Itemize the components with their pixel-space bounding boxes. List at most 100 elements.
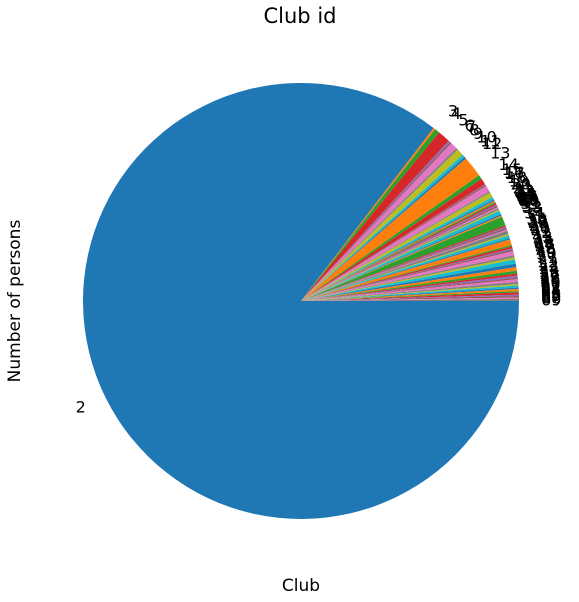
pie-slice-label-35: 35 [526,209,546,228]
pie-slice-28 [301,207,499,301]
pie-slice-label-8: 8 [469,120,479,139]
pie-slice-33 [301,215,503,301]
pie-slice-30 [301,209,500,301]
pie-slice-label-47: 47 [534,236,554,255]
x-axis-label: Club [282,576,320,596]
pie-slice-label-26: 26 [517,186,537,205]
pie-slice-label-7: 7 [466,117,476,136]
pie-slice-56 [301,275,518,301]
pie-slice-label-52: 52 [538,252,558,271]
pie-slice-label-45: 45 [534,232,554,251]
pie-slice-label-41: 41 [530,221,550,240]
pie-slice-label-57: 57 [540,267,560,286]
pie-slice-43 [301,239,512,301]
pie-slice-68 [301,297,519,301]
pie-slice-32 [301,214,502,301]
pie-slice-label-60: 60 [540,274,560,293]
pie-slice-label-20: 20 [511,175,531,194]
pie-slice-label-42: 42 [531,223,551,242]
pie-slice-label-11: 11 [480,132,500,151]
pie-slice-47 [301,249,514,301]
pie-slice-label-2: 2 [76,398,86,417]
pie-slice-label-10: 10 [476,128,496,147]
pie-slice-54 [301,270,518,301]
pie-slice-label-3: 3 [448,102,458,121]
pie-slice-label-53: 53 [538,256,558,275]
pie-slice-label-18: 18 [507,168,527,187]
pie-slice-label-61: 61 [540,276,560,295]
pie-slice-59 [301,281,519,301]
pie-slice-label-15: 15 [502,160,522,179]
pie-slice-label-22: 22 [514,180,534,199]
pie-slice-14 [301,175,482,301]
pie-slice-25 [301,203,497,301]
pie-slice-2 [82,82,520,519]
pie-slice-17 [301,184,487,301]
pie-slice-label-16: 16 [504,163,524,182]
pie-slice-label-54: 54 [539,260,559,279]
pie-slice-38 [301,229,508,301]
pie-slice-3 [301,127,436,301]
pie-slice-31 [301,210,501,301]
pie-slice-labels: 2345678910111213141516171819202122232425… [76,102,562,417]
pie-slice-label-29: 29 [519,190,539,209]
pie-slice-label-56: 56 [539,265,559,284]
pie-slice-label-6: 6 [465,116,475,135]
pie-slice-4 [301,129,440,301]
pie-slice-29 [301,208,499,301]
pie-slice-label-66: 66 [541,285,561,304]
pie-slice-label-55: 55 [539,262,559,281]
pie-slice-label-21: 21 [513,178,533,197]
pie-slice-label-32: 32 [521,197,541,216]
pie-slice-51 [301,259,516,301]
pie-slice-15 [301,178,486,301]
pie-slice-20 [301,192,493,301]
pie-slice-label-36: 36 [527,210,547,229]
pie-slice-67 [301,296,519,301]
pie-slice-6 [301,140,451,301]
pie-slice-27 [301,205,498,301]
pie-slice-label-14: 14 [498,155,518,174]
pie-slice-50 [301,257,515,301]
pie-slice-label-23: 23 [514,182,534,201]
pie-slice-label-34: 34 [524,203,544,222]
pie-slice-label-49: 49 [536,242,556,261]
pie-slice-41 [301,235,510,301]
pie-slice-label-62: 62 [541,277,561,296]
pie-slice-23 [301,200,496,301]
pie-slice-46 [301,248,513,301]
pie-slice-label-37: 37 [527,212,547,231]
pie-slice-37 [301,228,507,301]
pie-slice-label-31: 31 [520,194,540,213]
pie-slice-44 [301,244,513,301]
pie-slice-label-64: 64 [541,281,561,300]
pie-slice-53 [301,267,517,301]
pie-slice-39 [301,230,509,301]
pie-slice-label-63: 63 [541,279,561,298]
pie-slice-63 [301,288,519,301]
pie-slice-label-28: 28 [518,189,538,208]
pie-slice-label-9: 9 [473,124,483,143]
pie-slice-35 [301,225,506,301]
pie-slice-36 [301,226,507,301]
pie-slice-label-48: 48 [535,239,555,258]
pie-slice-label-17: 17 [504,164,524,183]
pie-slice-label-50: 50 [536,245,556,264]
pie-slice-label-19: 19 [509,172,529,191]
pie-slice-12 [301,156,467,301]
pie-slice-label-5: 5 [458,110,468,129]
pie-slice-label-65: 65 [541,283,561,302]
pie-slice-label-12: 12 [482,134,502,153]
pie-slice-49 [301,255,515,301]
pie-slice-60 [301,284,519,301]
pie-slice-18 [301,185,490,301]
pie-slice-label-25: 25 [516,185,536,204]
pie-slice-42 [301,238,511,301]
pie-slice-21 [301,196,494,301]
pie-slice-label-68: 68 [541,288,561,307]
pie-slice-label-40: 40 [530,219,550,238]
pie-slice-11 [301,154,465,301]
pie-slice-label-13: 13 [490,144,510,163]
